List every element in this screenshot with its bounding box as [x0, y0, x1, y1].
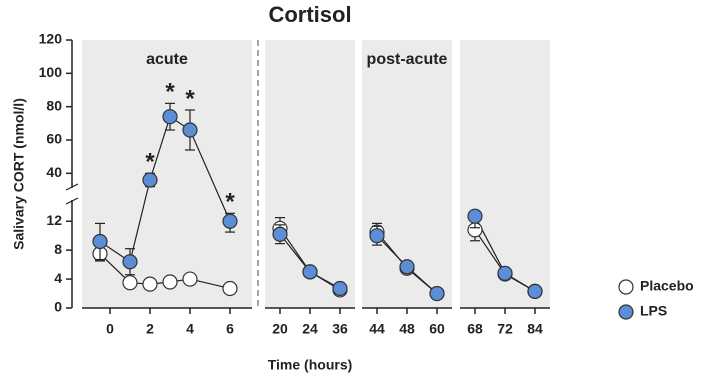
point — [182, 271, 198, 287]
chart-title: Cortisol — [268, 2, 351, 27]
point — [92, 233, 108, 250]
point — [467, 208, 483, 224]
point — [122, 275, 138, 291]
x-tick-label: 6 — [226, 321, 234, 337]
point — [182, 122, 198, 138]
x-tick-label: 60 — [429, 321, 445, 337]
x-tick-label: 36 — [332, 321, 348, 337]
point — [222, 280, 238, 297]
y-tick-label: 100 — [39, 64, 63, 80]
annotation: * — [225, 189, 235, 216]
panel-label: acute — [146, 51, 188, 68]
panel-bg — [265, 40, 355, 308]
point — [497, 265, 513, 281]
annotation: * — [165, 79, 175, 106]
point — [222, 213, 238, 229]
y-axis-label: Salivary CORT (nmol/l) — [11, 98, 27, 250]
point — [527, 283, 543, 299]
x-tick-label: 72 — [497, 321, 513, 337]
legend-marker — [618, 304, 634, 320]
legend-label: Placebo — [640, 278, 694, 294]
y-tick-label: 4 — [54, 270, 62, 286]
axis-break — [65, 197, 79, 205]
point — [369, 228, 385, 244]
annotation: * — [145, 149, 155, 176]
point — [162, 109, 178, 125]
x-tick-label: 24 — [302, 321, 318, 337]
point — [272, 226, 288, 242]
annotation: * — [185, 85, 195, 112]
point — [122, 254, 138, 270]
legend-label: LPS — [640, 303, 667, 319]
point — [399, 259, 415, 275]
x-tick-label: 0 — [106, 321, 114, 337]
x-tick-label: 84 — [527, 321, 543, 337]
point — [302, 264, 318, 280]
point — [332, 280, 348, 297]
x-axis-label: Time (hours) — [268, 357, 353, 373]
x-tick-label: 2 — [146, 321, 154, 337]
point — [429, 285, 445, 302]
y-tick-label: 120 — [39, 31, 63, 47]
legend-marker — [618, 279, 634, 295]
panel-label: post-acute — [367, 51, 448, 68]
y-tick-label: 8 — [54, 241, 62, 257]
x-tick-label: 20 — [272, 321, 288, 337]
y-tick-label: 80 — [46, 97, 62, 113]
y-tick-label: 40 — [46, 164, 62, 180]
axis-break — [65, 183, 79, 191]
point — [142, 276, 158, 292]
x-tick-label: 4 — [186, 321, 194, 337]
x-tick-label: 68 — [467, 321, 483, 337]
x-tick-label: 48 — [399, 321, 415, 337]
x-tick-label: 44 — [369, 321, 385, 337]
y-tick-label: 0 — [54, 299, 62, 315]
panel-bg — [460, 40, 550, 308]
point — [162, 274, 178, 290]
y-tick-label: 12 — [46, 212, 62, 228]
point — [142, 172, 158, 188]
y-tick-label: 60 — [46, 131, 62, 147]
